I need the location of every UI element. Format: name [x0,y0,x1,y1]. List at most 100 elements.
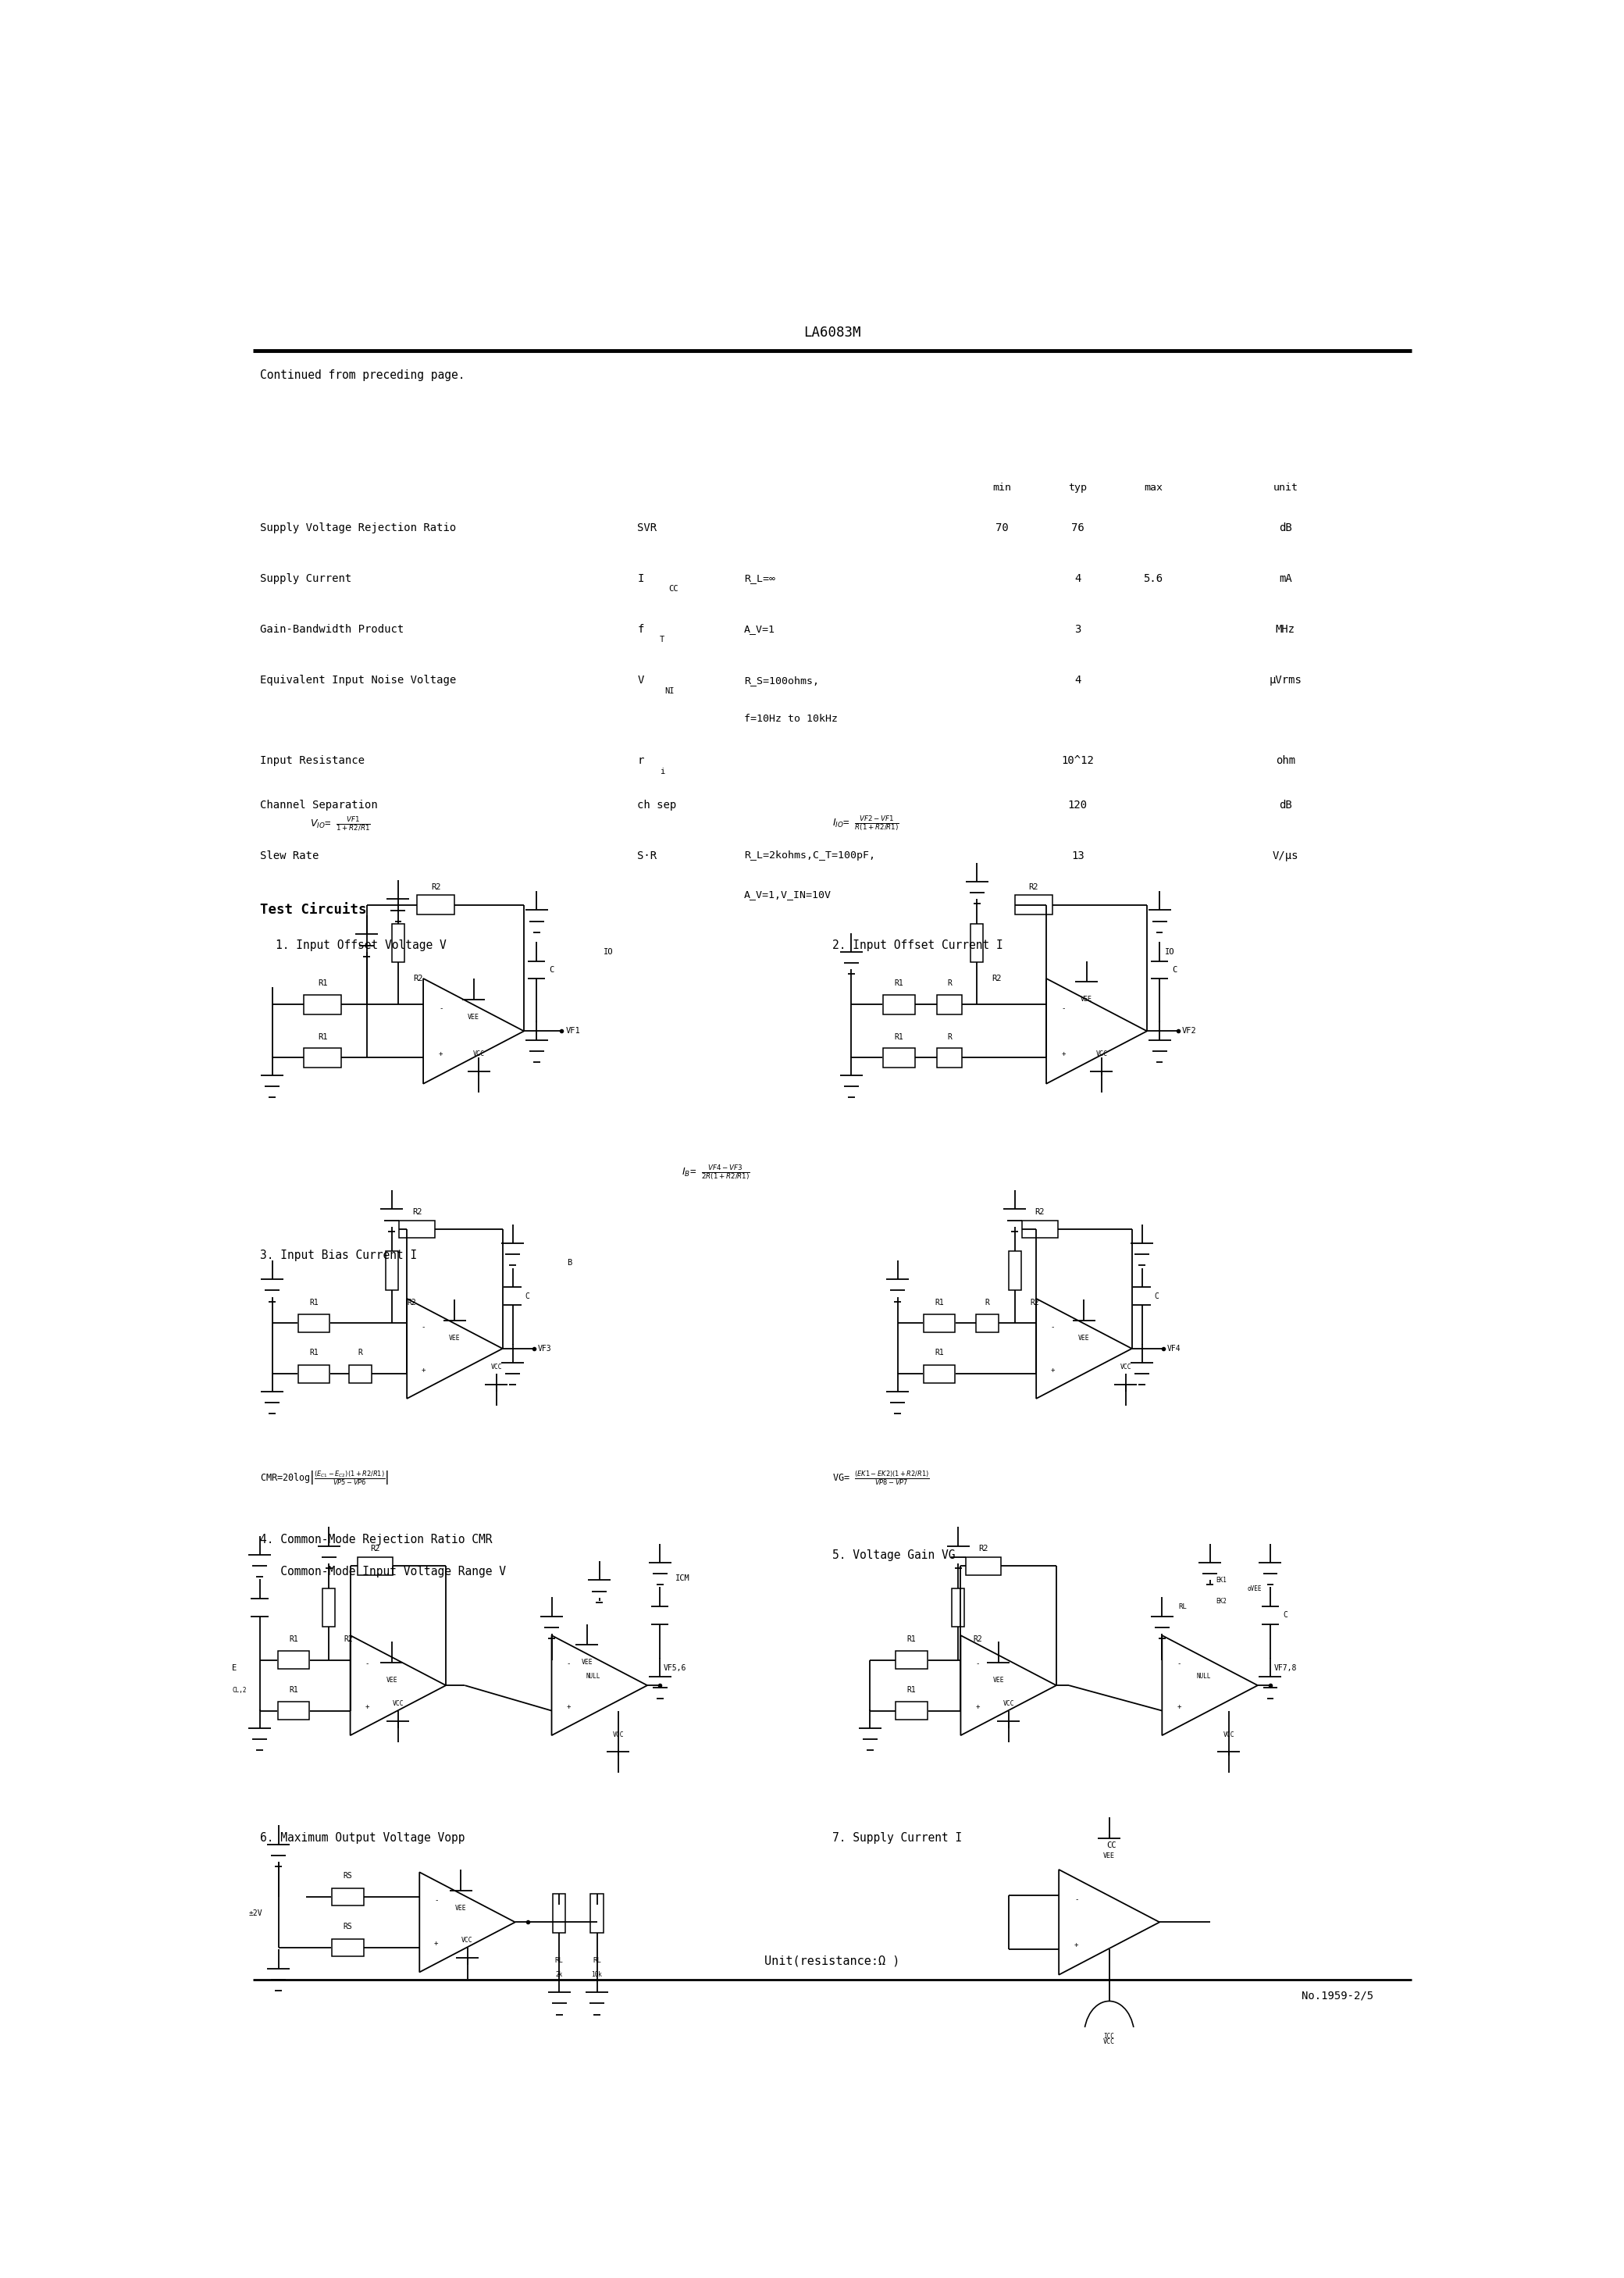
Text: -: - [438,1005,443,1011]
Text: C: C [549,966,554,973]
Bar [937,995,961,1014]
Bar [896,1652,927,1670]
Text: Unit(resistance:Ω ): Unit(resistance:Ω ) [765,1955,900,1966]
Text: R1: R1 [289,1686,299,1693]
Text: 6. Maximum Output Voltage Vopp: 6. Maximum Output Voltage Vopp [260,1832,464,1843]
Text: VEE: VEE [992,1677,1004,1683]
Text: T: T [659,636,664,645]
Text: R1: R1 [289,1636,299,1642]
Bar [937,1048,961,1068]
Bar [1015,895,1052,913]
Text: ohm: ohm [1275,756,1296,765]
Text: B: B [567,1260,572,1267]
Text: -: - [976,1661,979,1667]
Text: 4: 4 [1075,574,1082,583]
Text: R2: R2 [992,975,1002,982]
Text: +: + [434,1941,438,1948]
Text: S·R: S·R [637,850,656,861]
Text: C: C [1155,1292,1160,1301]
Text: 5.6: 5.6 [1143,574,1163,583]
Text: R1: R1 [908,1636,916,1642]
Text: 4. Common-Mode Rejection Ratio CMR: 4. Common-Mode Rejection Ratio CMR [260,1533,492,1547]
Text: r: r [637,756,643,765]
Text: Gain-Bandwidth Product: Gain-Bandwidth Product [260,624,403,636]
Text: CC: CC [669,585,679,592]
Text: RL: RL [555,1957,564,1964]
Text: Common-Mode Input Voltage Range V: Common-Mode Input Voltage Range V [260,1565,505,1576]
Text: 4: 4 [1075,674,1082,686]
Text: VF4: VF4 [1168,1344,1181,1353]
Bar [331,1888,364,1907]
Text: ICC: ICC [1104,2032,1114,2039]
Text: VCC: VCC [612,1731,624,1738]
Text: R_L=2kohms,C_T=100pF,: R_L=2kohms,C_T=100pF, [744,850,875,861]
Text: VF5,6: VF5,6 [664,1663,687,1672]
Text: A_V=1,V_IN=10V: A_V=1,V_IN=10V [744,888,831,900]
Bar [323,1588,335,1626]
Text: 13: 13 [1072,850,1085,861]
Text: oVEE: oVEE [1247,1585,1262,1592]
Text: VEE: VEE [1080,995,1093,1002]
Bar [385,1251,398,1289]
Text: max: max [1143,483,1163,492]
Bar [331,1939,364,1957]
Text: +: + [1177,1704,1181,1711]
Text: R2: R2 [1034,1207,1044,1216]
Bar [304,995,341,1014]
Text: R2: R2 [412,1207,422,1216]
Text: IO: IO [603,948,612,957]
Text: R2: R2 [430,884,440,891]
Text: C: C [1283,1611,1288,1620]
Text: +: + [365,1704,369,1711]
Text: Supply Voltage Rejection Ratio: Supply Voltage Rejection Ratio [260,522,456,533]
Text: Test Circuits: Test Circuits [260,902,367,918]
Text: CMR=20log$\left|\frac{(E_{C1}-E_{C2})(1+R2/R1)}{VP5-VP6}\right|$: CMR=20log$\left|\frac{(E_{C1}-E_{C2})(1+… [260,1469,388,1488]
Text: unit: unit [1273,483,1298,492]
Text: EK2: EK2 [1216,1597,1228,1604]
Text: V/μs: V/μs [1272,850,1299,861]
Bar [278,1702,309,1720]
Text: R2: R2 [344,1636,352,1642]
Bar [952,1588,965,1626]
Text: NULL: NULL [586,1672,601,1681]
Text: VCC: VCC [1223,1731,1234,1738]
Text: dB: dB [1278,800,1293,811]
Text: C: C [1173,966,1177,973]
Text: 10k: 10k [591,1970,603,1977]
Bar [552,1893,565,1932]
Bar [896,1702,927,1720]
Text: E: E [232,1663,237,1672]
Text: +: + [422,1367,425,1374]
Text: typ: typ [1069,483,1086,492]
Bar [299,1365,330,1383]
Text: I: I [637,574,643,583]
Text: ICM: ICM [676,1574,690,1583]
Text: CC: CC [1106,1841,1116,1850]
Text: R1: R1 [318,980,328,986]
Text: -: - [422,1324,425,1330]
Bar [976,1314,999,1333]
Text: R1: R1 [895,1032,903,1041]
Text: $I_B$= $\frac{VF4-VF3}{2R(1+R2/R1)}$: $I_B$= $\frac{VF4-VF3}{2R(1+R2/R1)}$ [682,1164,750,1182]
Text: VEE: VEE [468,1014,479,1021]
Text: R1: R1 [895,980,903,986]
Text: No.1959-2/5: No.1959-2/5 [1301,1991,1374,2002]
Text: R_L=∞: R_L=∞ [744,574,775,583]
Bar [299,1314,330,1333]
Text: R: R [947,980,952,986]
Bar [966,1558,1000,1574]
Text: R_S=100ohms,: R_S=100ohms, [744,674,818,686]
Bar [357,1558,393,1574]
Text: RL: RL [593,1957,601,1964]
Text: R1: R1 [309,1349,318,1358]
Text: +: + [1051,1367,1056,1374]
Text: R2: R2 [370,1544,380,1554]
Text: VCC: VCC [393,1699,404,1706]
Bar [971,925,984,961]
Text: VEE: VEE [581,1658,593,1665]
Bar [304,1048,341,1068]
Text: VF1: VF1 [565,1027,580,1034]
Text: +: + [1075,1941,1078,1948]
Text: VCC: VCC [461,1936,473,1943]
Text: min: min [992,483,1012,492]
